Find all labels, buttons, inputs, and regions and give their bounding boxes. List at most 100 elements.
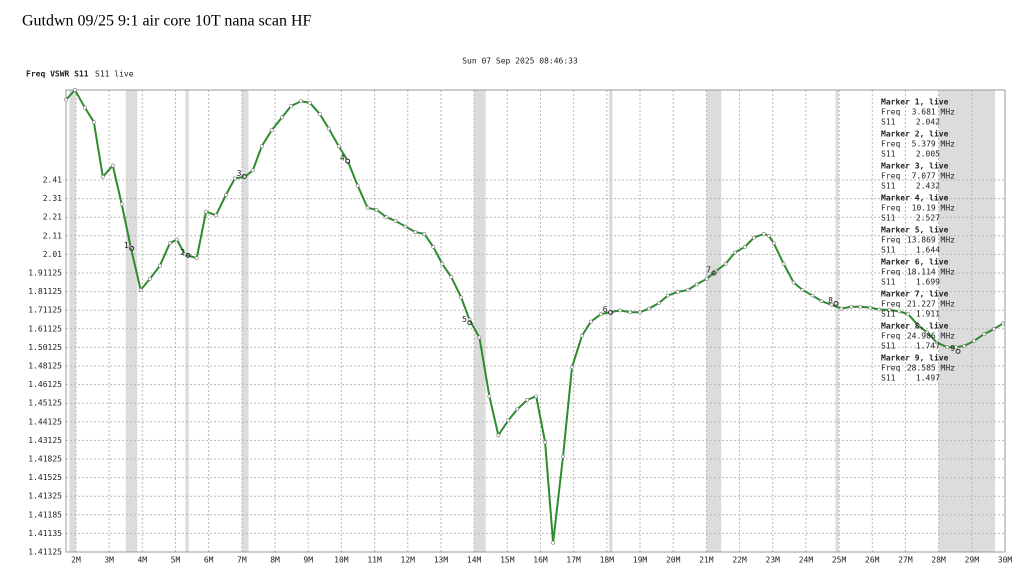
marker-tag: 4: [340, 154, 345, 163]
band: [706, 90, 722, 552]
data-point: [628, 310, 632, 315]
timestamp: Sun 07 Sep 2025 08:46:33: [462, 57, 578, 66]
data-point: [326, 126, 331, 131]
data-point: [431, 245, 436, 249]
data-point: [561, 454, 565, 459]
y-tick-label: 2.21: [43, 213, 62, 222]
band: [835, 90, 839, 552]
marker-point: [185, 252, 191, 258]
legend-entry: S11 live: [95, 70, 134, 79]
band: [241, 90, 249, 552]
x-tick-label: 26M: [865, 556, 880, 565]
data-point: [487, 394, 492, 399]
data-point: [916, 323, 920, 328]
band: [938, 90, 996, 552]
marker-field: Freq: [881, 300, 900, 309]
marker-tag: 2: [180, 248, 185, 257]
data-point: [771, 241, 776, 246]
data-point: [299, 99, 303, 104]
marker-label: Marker 1, live: [881, 97, 949, 107]
x-tick-label: 25M: [832, 556, 847, 565]
x-tick-label: 9M: [303, 556, 313, 565]
marker-tag: 7: [706, 266, 711, 275]
data-point: [647, 306, 651, 311]
x-tick-label: 21M: [699, 556, 714, 565]
data-point: [858, 304, 863, 309]
data-point: [877, 307, 882, 312]
data-point: [868, 305, 873, 310]
x-tick-label: 7M: [237, 556, 247, 565]
data-point: [800, 288, 805, 292]
marker-tag: 6: [603, 305, 608, 314]
data-point: [157, 263, 162, 268]
y-tick-label: 1.41525: [28, 473, 62, 482]
y-tick-label: 2.41: [43, 176, 62, 185]
data-point: [289, 104, 293, 108]
data-point: [665, 293, 670, 298]
y-tick-label: 2.31: [43, 194, 62, 203]
marker-s11: 2.527: [916, 214, 940, 223]
x-tick-label: 24M: [799, 556, 814, 565]
x-tick-label: 16M: [533, 556, 548, 565]
data-point: [829, 302, 834, 307]
data-point: [477, 335, 482, 340]
y-tick-label: 1.50125: [28, 343, 62, 352]
marker-field: S11: [881, 214, 896, 223]
data-point: [733, 250, 737, 255]
legend-title: Freq VSWR S11: [26, 70, 89, 79]
data-point: [819, 299, 824, 304]
y-tick-label: 2.01: [43, 250, 62, 259]
x-tick-label: 14M: [467, 556, 482, 565]
marker-field: S11: [881, 310, 896, 319]
data-point: [751, 235, 756, 240]
x-tick-label: 13M: [434, 556, 449, 565]
x-tick-label: 2M: [71, 556, 81, 565]
y-tick-label: 1.61125: [28, 324, 62, 333]
page-title: Gutdwn 09/25 9:1 air core 10T nana scan …: [22, 13, 312, 30]
data-point: [355, 183, 360, 188]
x-tick-label: 28M: [931, 556, 946, 565]
band: [185, 90, 189, 552]
plot-frame: [65, 89, 1006, 553]
y-tick-label: 2.11: [43, 231, 62, 240]
data-point: [167, 241, 172, 246]
marker-label: Marker 3, live: [881, 161, 949, 171]
data-point: [1001, 321, 1005, 326]
data-point: [119, 202, 124, 207]
data-point: [543, 440, 548, 445]
y-tick-label: 1.41135: [28, 529, 62, 538]
marker-field: Freq: [881, 108, 900, 117]
marker-freq: 28.585 MHz: [907, 364, 955, 373]
x-tick-label: 17M: [566, 556, 581, 565]
data-point: [791, 280, 796, 285]
band: [69, 90, 76, 552]
marker-field: Freq: [881, 204, 900, 213]
data-point: [906, 312, 911, 317]
x-tick-label: 12M: [401, 556, 416, 565]
data-point: [317, 112, 322, 117]
marker-point: [345, 158, 351, 164]
x-tick-label: 19M: [633, 556, 648, 565]
data-point: [393, 219, 398, 223]
data-point: [781, 261, 786, 266]
data-point: [64, 97, 68, 102]
marker-s11: 1.911: [916, 310, 940, 319]
marker-label: Marker 7, live: [881, 289, 949, 299]
x-tick-label: 10M: [334, 556, 349, 565]
x-tick-label: 3M: [104, 556, 114, 565]
data-point: [551, 540, 555, 545]
data-point: [935, 340, 939, 345]
marker-label: Marker 2, live: [881, 129, 949, 139]
data-point: [742, 245, 747, 249]
x-tick-label: 22M: [732, 556, 747, 565]
marker-point: [129, 245, 135, 251]
marker-freq: 5.379 MHz: [912, 140, 956, 149]
data-point: [365, 205, 370, 210]
data-point: [374, 207, 379, 212]
marker-s11: 1.644: [916, 246, 940, 255]
band: [125, 90, 138, 552]
data-point: [598, 312, 603, 317]
marker-field: Freq: [881, 140, 900, 149]
data-point: [570, 365, 574, 370]
marker-field: S11: [881, 342, 896, 351]
